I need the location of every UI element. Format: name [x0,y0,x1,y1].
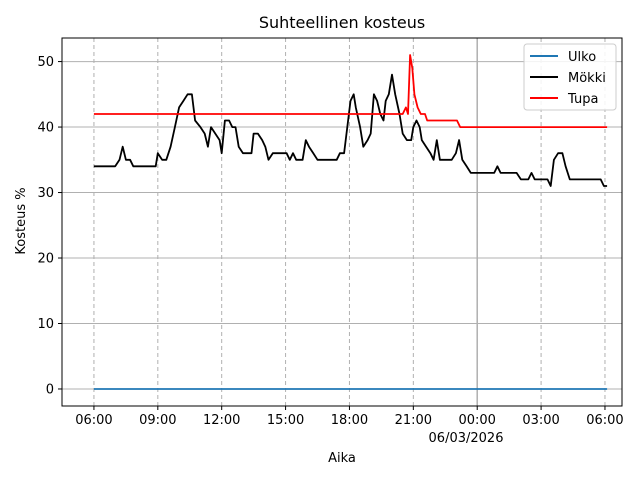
legend: Ulko Mökki Tupa [523,43,617,111]
series-line-tupa [93,54,608,128]
y-tick-label: 50 [37,55,54,70]
plot-frame [61,37,623,407]
y-tick-label: 10 [37,317,54,332]
x-tick-label: 00:00 [458,413,495,428]
y-tick-label: 20 [37,252,54,267]
y-axis-ticks: 0 10 20 30 40 50 [37,55,62,397]
x-tick-label: 15:00 [267,413,304,428]
x-tick-label: 21:00 [395,413,432,428]
x-tick-label: 09:00 [139,413,176,428]
x-axis-date-label: 06/03/2026 [429,431,504,446]
x-tick-label: 06:00 [586,413,623,428]
y-tick-label: 40 [37,121,54,136]
y-tick-label: 30 [37,186,54,201]
x-tick-label: 12:00 [203,413,240,428]
x-tick-label: 18:00 [331,413,368,428]
series-lines [93,54,608,390]
y-tick-label: 0 [46,382,54,397]
series-line-m-kki [93,73,608,187]
legend-label: Tupa [567,92,598,107]
x-axis-ticks: 06:00 09:00 12:00 15:00 18:00 21:00 00:00 03:00… [75,406,624,428]
y-axis-label: Kosteus % [14,187,29,254]
x-axis-label: Aika [328,451,356,466]
chart-title: Suhteellinen kosteus [259,13,425,32]
grid-lines [62,38,622,406]
legend-box [523,43,617,111]
x-tick-label: 06:00 [75,413,112,428]
legend-label: Ulko [568,50,596,65]
x-tick-label: 03:00 [522,413,559,428]
legend-label: Mökki [568,71,606,86]
